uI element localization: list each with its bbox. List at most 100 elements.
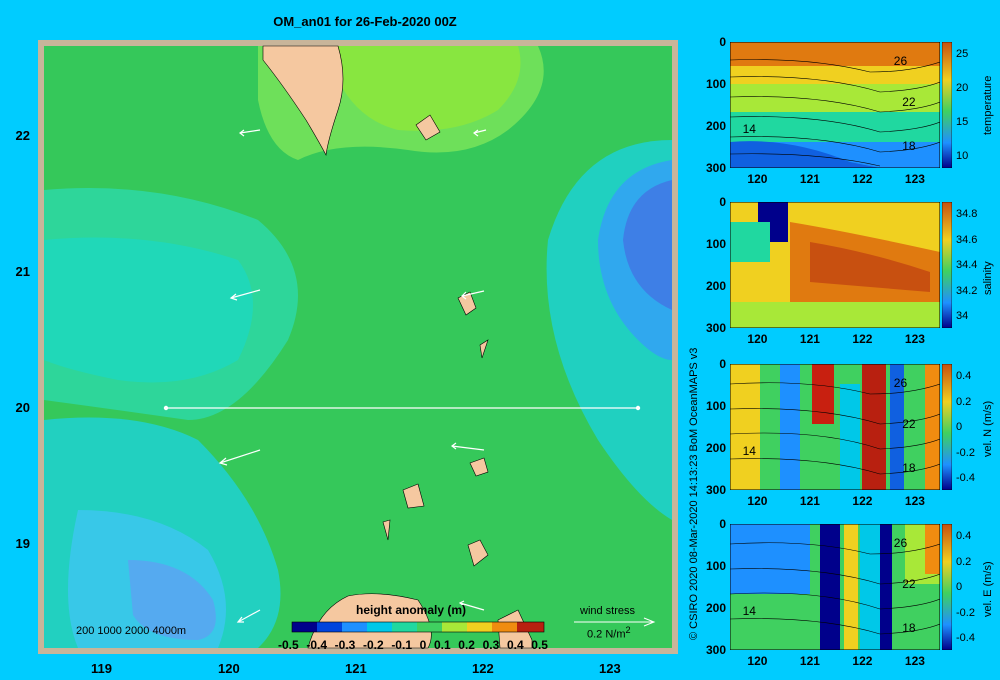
panel-variable-label: vel. E (m/s): [982, 561, 994, 617]
panel-colorbar-tick: -0.2: [956, 606, 975, 619]
panel-colorbar-tick: 0: [956, 421, 963, 433]
colorbar-tick: 0: [419, 638, 427, 652]
panel-lon-tick: 123: [904, 332, 925, 346]
colorbar-tick: 0.1: [433, 638, 451, 652]
wind-stress-label: wind stress: [580, 605, 636, 617]
panel-colorbar-tick: 0.2: [956, 555, 972, 568]
panel-colorbar-tick: 15: [956, 116, 969, 128]
east-min-region: [623, 180, 672, 310]
east-velocity-section: [730, 524, 940, 650]
colorbar-tick: 0.2: [458, 638, 475, 652]
panel-depth-tick: 300: [705, 321, 726, 335]
panel-depth-tick: 100: [705, 77, 726, 91]
panel-depth-tick: 0: [719, 195, 726, 209]
panel-colorbar-tick: 34.8: [956, 208, 978, 220]
panel-lon-tick: 120: [747, 494, 768, 508]
section-end-marker: [635, 405, 641, 411]
north-velocity-section: [730, 364, 940, 490]
panel-variable-label: vel. N (m/s): [982, 400, 994, 457]
panel-contour-label: 26: [893, 53, 908, 68]
island: [479, 339, 489, 359]
panel-lon-tick: 121: [799, 172, 820, 186]
wind-stress-reference-arrow: [574, 617, 656, 627]
lat-tick: 22: [15, 128, 30, 143]
panel-depth-tick: 200: [705, 441, 726, 455]
colorbar-tick: 0.5: [531, 638, 548, 652]
panel-colorbar-tick: 0.2: [956, 395, 972, 408]
salinity-section: [730, 202, 940, 328]
wind-stress-scale: 0.2 N/m2: [587, 625, 631, 641]
height-anomaly-colorbar: [291, 621, 545, 633]
panel-depth-tick: 200: [705, 601, 726, 615]
colorbar-tick: -0.4: [306, 638, 328, 652]
panel-variable-label: temperature: [982, 75, 994, 135]
panel-contour-label: 22: [902, 577, 916, 592]
taiwan-landmass: [262, 45, 344, 156]
panel-lon-tick: 120: [747, 172, 768, 186]
panel-lon-tick: 122: [852, 494, 873, 508]
panel-contour-label: 18: [902, 621, 916, 636]
panel-contour-label: 26: [893, 535, 908, 550]
panel-lon-tick: 121: [799, 654, 820, 668]
panel-colorbar-tick: 34: [956, 310, 969, 322]
negative-anomaly-core: [44, 237, 253, 383]
lon-tick: 121: [345, 661, 367, 676]
panel-contour-label: 14: [742, 121, 756, 136]
panel-contour-label: 14: [742, 443, 756, 458]
island: [402, 483, 425, 509]
panel-lon-tick: 122: [852, 172, 873, 186]
lon-tick: 123: [599, 661, 621, 676]
panel-contour-label: 26: [893, 375, 908, 390]
panel-depth-tick: 0: [719, 357, 726, 371]
panel-depth-tick: 300: [705, 483, 726, 497]
panel-lon-tick: 123: [904, 494, 925, 508]
panel-lon-tick: 122: [852, 654, 873, 668]
panel-contour-label: 18: [902, 139, 916, 154]
panel-colorbar-tick: -0.4: [956, 472, 975, 484]
panel-depth-tick: 100: [705, 237, 726, 251]
colorbar-title: height anomaly (m): [356, 603, 467, 617]
panel-variable-label: salinity: [982, 261, 994, 295]
panel-contour-label: 18: [902, 461, 916, 476]
panel-contour-label: 22: [902, 95, 916, 110]
island: [382, 519, 391, 541]
colorbar-tick: -0.5: [278, 638, 299, 652]
panel-depth-tick: 100: [705, 399, 726, 413]
wind-stress-arrows: [218, 129, 487, 623]
panel-depth-tick: 200: [705, 119, 726, 133]
temperature-section: [730, 42, 940, 168]
panel-colorbar-tick: 0.4: [956, 530, 972, 542]
panel-lon-tick: 123: [904, 654, 925, 668]
panel-colorbar-tick: 20: [956, 82, 969, 94]
lat-tick: 21: [15, 264, 30, 279]
panel-colorbar-tick: -0.4: [956, 632, 975, 644]
height-anomaly-map: [38, 40, 678, 654]
panel-colorbar-tick: 0: [956, 581, 963, 593]
panel-lon-tick: 123: [904, 172, 925, 186]
lon-tick: 119: [91, 661, 112, 676]
colorbar-tick: 0.4: [506, 638, 524, 652]
panel-colorbar-tick: 10: [956, 150, 969, 162]
southwest-min-region: [128, 560, 216, 640]
colorbar-tick: 0.3: [482, 638, 500, 652]
colorbar-tick: -0.1: [391, 638, 412, 652]
colorbar-ticks: -0.5 -0.4 -0.3 -0.2 -0.1 0 0.1 0.2 0.3 0…: [278, 638, 548, 652]
lat-tick: 20: [15, 400, 30, 415]
panel-colorbar-tick: 34.2: [956, 284, 978, 297]
island: [457, 291, 477, 316]
panel-depth-tick: 0: [719, 35, 726, 49]
colorbar-tick: -0.3: [334, 638, 356, 652]
panel-contour-label: 14: [742, 603, 756, 618]
panel-contour-label: 22: [902, 417, 916, 432]
panel-colorbar-tick: 34.6: [956, 233, 978, 246]
panel-lon-tick: 121: [799, 494, 820, 508]
panel-lon-tick: 120: [747, 654, 768, 668]
lon-tick: 122: [472, 661, 494, 676]
panel-colorbar-tick: 34.4: [956, 259, 978, 271]
panel-colorbar-tick: -0.2: [956, 446, 975, 459]
panel-depth-tick: 200: [705, 279, 726, 293]
island: [469, 457, 489, 477]
section-start-marker: [163, 405, 169, 411]
island: [415, 114, 441, 141]
panel-depth-tick: 300: [705, 643, 726, 657]
